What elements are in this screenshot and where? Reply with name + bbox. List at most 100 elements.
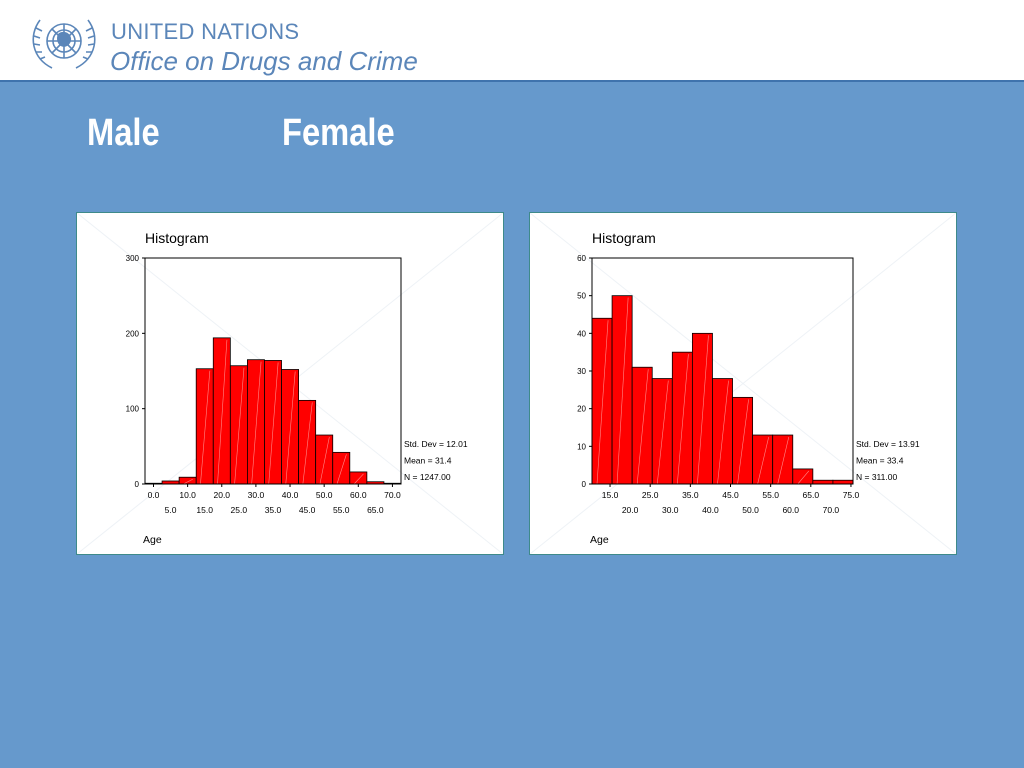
x-tick-label: 40.0: [282, 490, 299, 500]
bar-hatch: [636, 369, 649, 485]
histogram-bar: [281, 369, 300, 485]
x-tick-label: 5.0: [165, 505, 177, 515]
x-tick-label: 75.0: [843, 490, 860, 500]
x-tick-label: 70.0: [384, 490, 401, 500]
histogram-bar: [611, 295, 633, 485]
x-tick-label: 20.0: [213, 490, 230, 500]
x-axis-label: Age: [590, 534, 609, 546]
histogram-bar: [691, 332, 713, 485]
x-tick-label: 30.0: [662, 505, 679, 515]
header-bar: UNITED NATIONS Office on Drugs and Crime: [0, 0, 1024, 82]
stats-label: Std. Dev = 13.91: [856, 439, 920, 449]
x-tick-label: 25.0: [231, 505, 248, 515]
histogram-bar: [315, 434, 334, 485]
histogram-bar: [752, 434, 774, 485]
y-tick-label: 40: [577, 329, 586, 338]
bar-hatch: [757, 436, 769, 485]
plot-frame: [144, 257, 402, 485]
histogram-bar: [212, 337, 231, 485]
bar-hatch: [183, 478, 193, 485]
bar-hatch: [234, 367, 245, 485]
y-tick-label: 60: [577, 254, 586, 263]
stats-label: Std. Dev = 12.01: [404, 439, 468, 449]
histogram-bar: [246, 359, 265, 485]
x-tick-label: 30.0: [248, 490, 265, 500]
bar-hatch: [319, 436, 330, 485]
bar-hatch: [596, 320, 609, 485]
histogram-bar: [229, 365, 248, 485]
chart-title: Histogram: [592, 230, 656, 246]
bar-hatch: [217, 339, 228, 485]
bar-hatch: [616, 297, 629, 485]
stats-label: Mean = 31.4: [404, 456, 452, 466]
x-tick-label: 45.0: [722, 490, 739, 500]
female-histogram-panel: Histogram 0 10 20 30 40 50 60 15.0 25.0 35.0 45.0 55…: [529, 212, 957, 555]
bar-hatch: [717, 380, 729, 485]
x-tick-label: 65.0: [803, 490, 820, 500]
female-age-histogram: Histogram 0 10 20 30 40 50 60 15.0 25.0 35.0 45.0 55…: [530, 213, 956, 554]
un-emblem-icon: [32, 19, 96, 69]
bar-hatch: [777, 436, 790, 485]
histogram-bar: [264, 360, 282, 485]
x-tick-label: 45.0: [299, 505, 316, 515]
histogram-bar: [178, 476, 197, 485]
bar-hatch: [251, 361, 262, 485]
y-tick-label: 50: [577, 292, 586, 301]
chart-title: Histogram: [145, 230, 209, 246]
histogram-bar: [591, 317, 613, 485]
bar-hatch: [737, 399, 749, 485]
x-tick-label: 0.0: [148, 490, 160, 500]
x-tick-label: 15.0: [196, 505, 213, 515]
stats-label: N = 311.00: [856, 472, 897, 482]
histogram-bar: [732, 396, 754, 485]
org-name-line2: Office on Drugs and Crime: [110, 46, 418, 76]
histogram-bar: [298, 399, 317, 485]
bar-hatch: [285, 371, 296, 485]
y-tick-label: 0: [135, 480, 140, 489]
bar-hatch: [336, 454, 347, 485]
y-tick-label: 300: [126, 254, 140, 263]
bar-hatch: [677, 354, 689, 485]
bar-hatch: [200, 370, 211, 485]
bar-hatch: [697, 335, 709, 485]
x-tick-label: 10.0: [179, 490, 196, 500]
histogram-bar: [332, 451, 351, 485]
histogram-bar: [792, 468, 814, 485]
y-tick-label: 20: [577, 405, 586, 414]
x-tick-label: 55.0: [333, 505, 350, 515]
y-tick-label: 10: [577, 442, 586, 451]
heading-male: Male: [87, 112, 160, 154]
histogram-bar: [195, 368, 214, 485]
x-axis-label: Age: [143, 534, 162, 546]
histogram-bar: [631, 366, 653, 485]
bar-hatch: [268, 362, 279, 485]
male-histogram-panel: Histogram 0 100 200 300 0.0 10.0 20.0 30.0 40.0 50…: [76, 212, 504, 555]
x-tick-label: 50.0: [742, 505, 759, 515]
x-tick-label: 35.0: [265, 505, 282, 515]
x-tick-label: 60.0: [350, 490, 367, 500]
histogram-bar: [671, 351, 693, 485]
x-tick-label: 55.0: [762, 490, 779, 500]
bar-hatch: [302, 402, 313, 485]
x-tick-label: 35.0: [682, 490, 699, 500]
x-tick-label: 60.0: [782, 505, 799, 515]
stats-label: Mean = 33.4: [856, 456, 904, 466]
histogram-bar: [712, 378, 733, 485]
heading-female: Female: [282, 112, 395, 154]
histogram-bar: [651, 378, 673, 485]
x-tick-label: 65.0: [367, 505, 384, 515]
x-tick-label: 70.0: [823, 505, 840, 515]
bar-hatch: [656, 380, 669, 485]
x-tick-label: 25.0: [642, 490, 659, 500]
y-tick-label: 30: [577, 367, 586, 376]
histogram-bar: [772, 434, 794, 485]
bar-hatch: [353, 473, 364, 485]
histogram-bar: [349, 471, 368, 485]
male-age-histogram: Histogram 0 100 200 300 0.0 10.0 20.0 30.0 40.0 50…: [77, 213, 503, 554]
histogram-bar: [812, 479, 834, 485]
y-tick-label: 200: [126, 329, 140, 338]
y-tick-label: 0: [582, 480, 587, 489]
y-tick-label: 100: [126, 405, 140, 414]
x-tick-label: 40.0: [702, 505, 719, 515]
bar-hatch: [797, 470, 810, 485]
